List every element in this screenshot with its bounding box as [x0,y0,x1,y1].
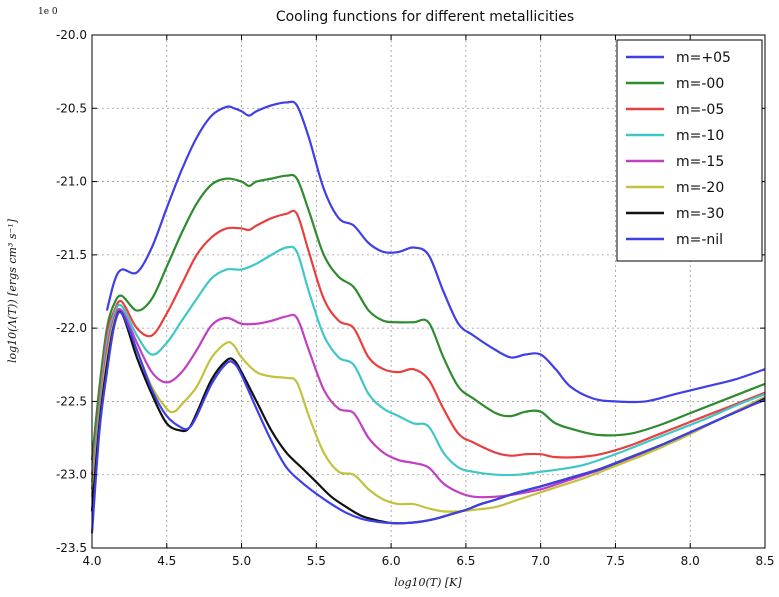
legend-label-m=-00: m=-00 [676,76,724,92]
y-tick-label: -23.5 [56,541,87,555]
legend-label-m=-10: m=-10 [676,128,724,144]
series-line-m=-00 [90,173,766,461]
axis-ticks: 4.0 4.5 5.0 5.5 6.0 6.5 7.0 7.5 8.0 8.5 -20.0 -20.5… [56,28,775,568]
x-tick-label: 8.0 [681,554,700,568]
series-line-m=-30 [90,310,766,525]
series-line-m=-20 [90,310,766,513]
legend-label-m=-nil: m=-nil [676,232,723,248]
legend-label-m=-15: m=-15 [676,154,724,170]
y-tick-label: -20.0 [56,28,87,42]
legend-label-m=-05: m=-05 [676,102,724,118]
legend-label-m=-30: m=-30 [676,206,724,222]
x-tick-label: 4.0 [82,554,101,568]
plot-frame [91,34,766,549]
x-axis-label: log10(T) [K] [394,576,462,589]
x-tick-label: 7.0 [531,554,550,568]
series-line-m=-05 [90,209,766,475]
x-tick-label: 8.5 [755,554,774,568]
legend-label-m=-20: m=-20 [676,180,724,196]
x-tick-label: 6.5 [456,554,475,568]
y-tick-label: -22.5 [56,394,87,408]
y-tick-label: -23.0 [56,468,87,482]
series-line-m=+05 [105,100,766,404]
x-tick-label: 5.0 [232,554,251,568]
y-tick-label: -20.5 [56,101,87,115]
axis-offset-label: 1e 0 [38,7,58,17]
x-tick-label: 6.0 [382,554,401,568]
y-tick-label: -21.0 [56,175,87,189]
y-tick-label: -22.0 [56,321,87,335]
series-line-m=-nil [90,311,766,534]
legend: m=+05 m=-00 m=-05 m=-10 m=-15 m=-20 m=-30 m=-ni… [616,39,763,262]
series-line-m=-10 [90,245,766,483]
y-tick-label: -21.5 [56,248,87,262]
y-axis-label: log10(Λ(T)) [ergs cm³ s⁻¹] [6,218,19,363]
grid [92,35,765,548]
x-tick-label: 4.5 [157,554,176,568]
chart-title: Cooling functions for different metallic… [276,9,574,25]
x-tick-label: 7.5 [606,554,625,568]
series-line-m=-15 [90,307,766,499]
x-tick-label: 5.5 [307,554,326,568]
legend-box [616,39,763,262]
legend-label-m=+05: m=+05 [676,50,731,66]
series-lines [90,100,766,534]
legend-items: m=+05 m=-00 m=-05 m=-10 m=-15 m=-20 m=-30 m=-ni… [626,50,731,248]
